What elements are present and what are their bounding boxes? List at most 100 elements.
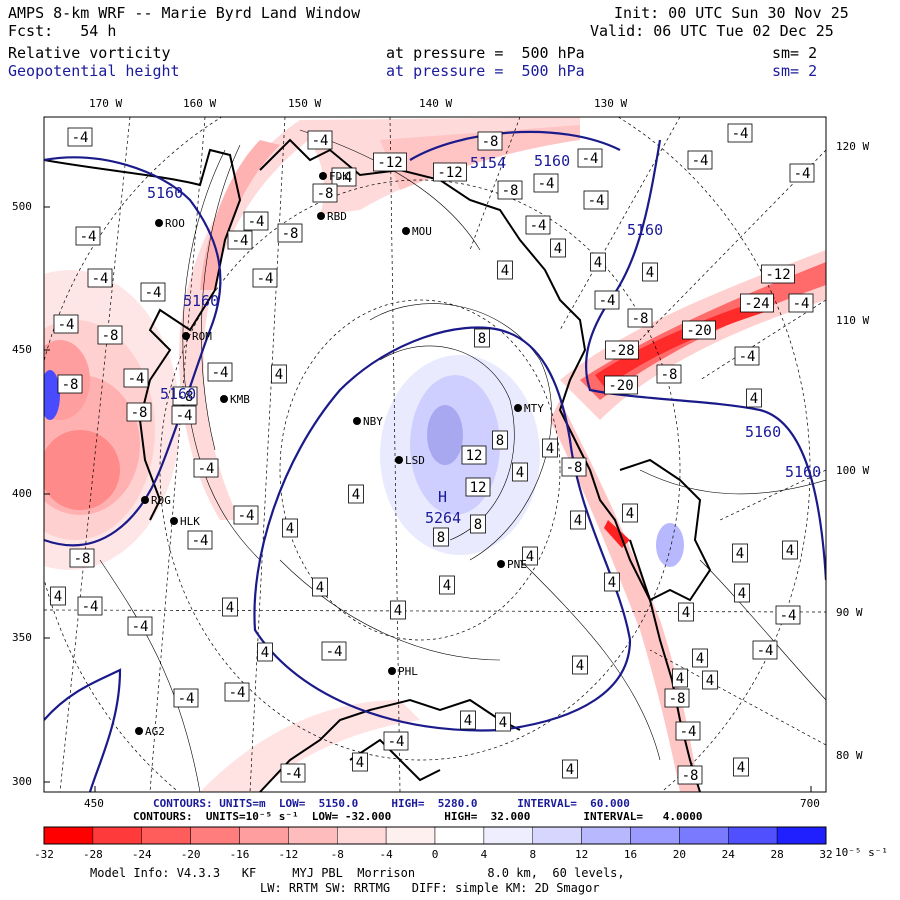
contour-label: -4 <box>207 362 233 382</box>
colorbar-swatch <box>630 826 680 845</box>
contour-label: -8 <box>126 402 152 422</box>
svg-text:-4: -4 <box>58 317 75 333</box>
contour-label: 4 <box>460 710 476 730</box>
svg-text:-28: -28 <box>609 343 634 359</box>
lat-label-90w: 90 W <box>836 606 863 619</box>
station-marker: MOU <box>402 225 432 238</box>
contour-label: -4 <box>243 211 269 231</box>
contour-label: 4 <box>734 583 750 603</box>
contour-label: -4 <box>675 721 701 741</box>
station-marker: LSD <box>395 454 425 467</box>
svg-text:-8: -8 <box>632 311 649 327</box>
field2-smooth: sm= 2 <box>772 62 818 80</box>
svg-text:4: 4 <box>682 605 690 621</box>
svg-text:-8: -8 <box>566 460 583 476</box>
svg-text:-4: -4 <box>739 349 756 365</box>
contour-label: 4 <box>732 543 748 563</box>
station-label: FDK <box>329 170 349 183</box>
station-label: RBD <box>327 210 347 223</box>
contour-label: 4 <box>271 364 287 384</box>
contour-label: -8 <box>656 364 682 384</box>
station-layer: ROO FDK RBD MOU ROM KMB NBY MTY LSD RDG HLK PNE PHL A… <box>135 170 544 738</box>
svg-text:-4: -4 <box>92 271 109 287</box>
contour-label: 4 <box>282 518 298 538</box>
svg-text:-4: -4 <box>232 233 249 249</box>
contour-label: -4 <box>173 688 199 708</box>
svg-text:4: 4 <box>737 760 745 776</box>
model-info: Model Info: V4.3.3 KF MYJ PBL Morrison 8… <box>90 866 625 880</box>
svg-text:-4: -4 <box>732 126 749 142</box>
colorbar-swatch <box>581 826 631 845</box>
station-label: MOU <box>412 225 432 238</box>
svg-text:-4: -4 <box>132 619 149 635</box>
left-cyclone-shading <box>44 270 180 570</box>
svg-text:-8: -8 <box>62 377 79 393</box>
contour-label: -8 <box>477 131 503 151</box>
contour-label: -4 <box>127 616 153 636</box>
valid-time: Valid: 06 UTC Tue 02 Dec 25 <box>590 22 834 40</box>
station-label: AG2 <box>145 725 165 738</box>
field2-level: at pressure = 500 hPa <box>386 62 585 80</box>
colorbar-tick-label: -24 <box>132 848 152 861</box>
svg-text:-4: -4 <box>229 685 246 701</box>
svg-text:-8: -8 <box>131 405 148 421</box>
svg-text:-4: -4 <box>794 166 811 182</box>
contour-label: -4 <box>307 130 333 150</box>
contour-label: -4 <box>734 346 760 366</box>
svg-text:4: 4 <box>594 255 602 271</box>
coastal-band-shading <box>550 400 700 792</box>
svg-text:4: 4 <box>546 441 554 457</box>
svg-text:4: 4 <box>696 651 704 667</box>
height-label-5160-f: 5160 <box>745 423 781 441</box>
svg-text:-8: -8 <box>102 328 119 344</box>
station-label: PNE <box>507 558 527 571</box>
colorbar-swatch <box>141 826 191 845</box>
contour-label: -4 <box>252 268 278 288</box>
station-marker: PHL <box>388 665 418 678</box>
svg-text:-4: -4 <box>780 608 797 624</box>
svg-text:-8: -8 <box>682 768 699 784</box>
station-label: MTY <box>524 402 544 415</box>
contour-label: -12 <box>433 162 467 182</box>
contour-label: -4 <box>187 530 213 550</box>
contour-label: 4 <box>746 388 762 408</box>
contour-label: -4 <box>533 173 559 193</box>
lon-label-160w: 160 W <box>183 97 217 110</box>
station-marker: AG2 <box>135 725 165 738</box>
svg-text:-4: -4 <box>692 153 709 169</box>
lon-label-170w: 170 W <box>89 97 123 110</box>
contour-label: -4 <box>321 641 347 661</box>
svg-text:-4: -4 <box>145 285 162 301</box>
height-label-5160-e: 5160 <box>627 221 663 239</box>
lat-label-110w: 110 W <box>836 314 870 327</box>
contour-label-layer: -4 -4 -8-12-12-4-4-4-4-4-8 -8 -4-4-4-4-4 -8 -4… <box>50 123 815 785</box>
contour-label: -4 <box>525 215 551 235</box>
init-time: Init: 00 UTC Sun 30 Nov 25 <box>614 4 849 22</box>
svg-text:-4: -4 <box>192 533 209 549</box>
x-label-700: 700 <box>800 797 820 810</box>
svg-text:-4: -4 <box>178 691 195 707</box>
lat-label-120w: 120 W <box>836 140 870 153</box>
colorbar-unit: 10⁻⁵ s⁻¹ <box>835 846 888 859</box>
svg-text:-4: -4 <box>793 296 810 312</box>
contour-label: -8 <box>627 308 653 328</box>
field1-name: Relative vorticity <box>8 44 171 62</box>
station-marker: NBY <box>353 415 383 428</box>
forecast-hour: Fcst: 54 h <box>8 22 117 40</box>
svg-text:-8: -8 <box>74 551 91 567</box>
contour-label: 4 <box>604 572 620 592</box>
contour-label: -4 <box>224 682 250 702</box>
contour-label: -4 <box>87 268 113 288</box>
y-label-500: 500 <box>12 200 32 213</box>
svg-text:4: 4 <box>626 506 634 522</box>
station-marker: RBD <box>317 210 347 223</box>
contour-label: -8 <box>277 223 303 243</box>
high-value: 5264 <box>425 509 461 527</box>
svg-text:4: 4 <box>352 487 360 503</box>
svg-text:-4: -4 <box>599 293 616 309</box>
y-label-400: 400 <box>12 487 32 500</box>
contour-label: -4 <box>77 596 103 616</box>
contour-label: -24 <box>740 293 774 313</box>
height-label-5160-a: 5160 <box>147 184 183 202</box>
svg-text:-8: -8 <box>502 183 519 199</box>
